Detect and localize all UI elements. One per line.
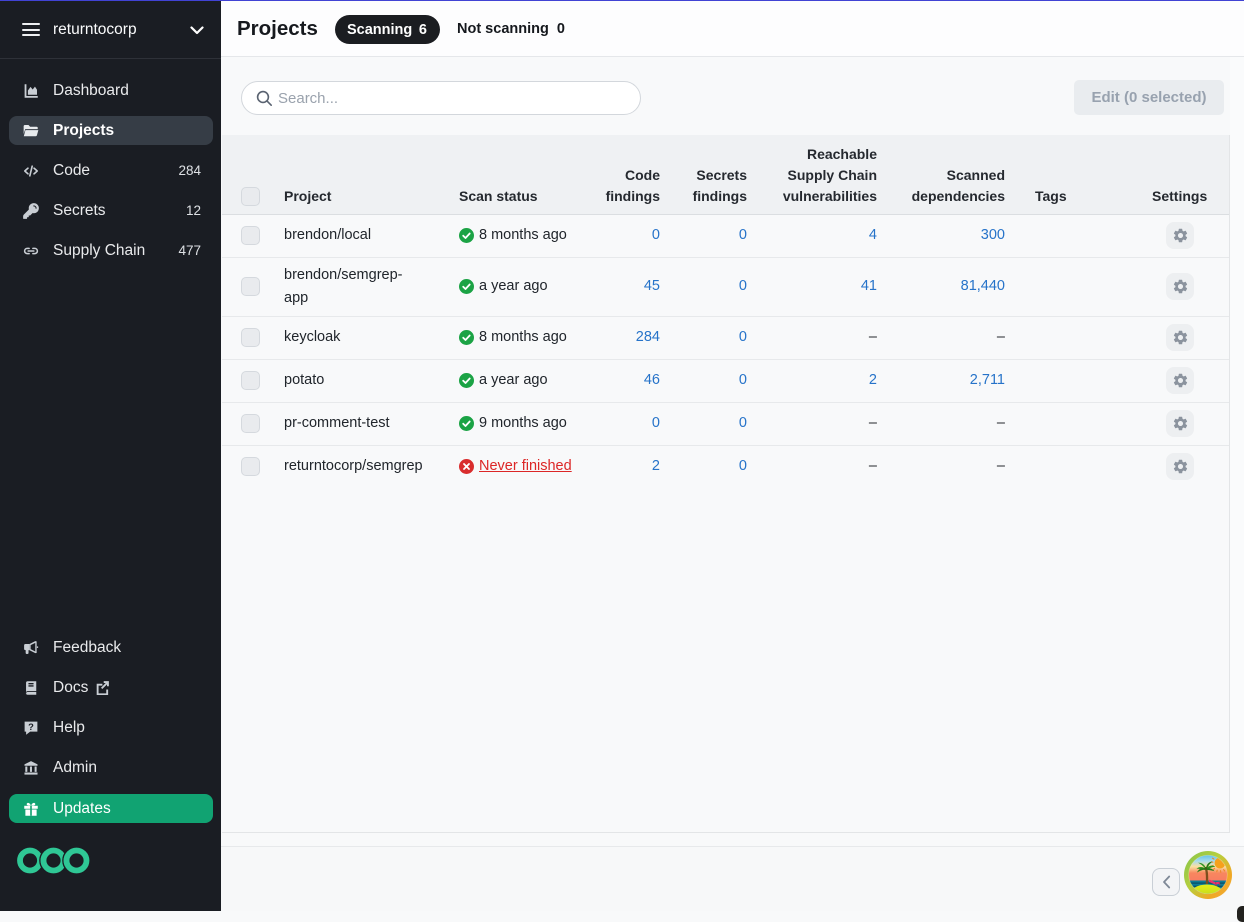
svg-text:?: ? <box>28 721 34 731</box>
